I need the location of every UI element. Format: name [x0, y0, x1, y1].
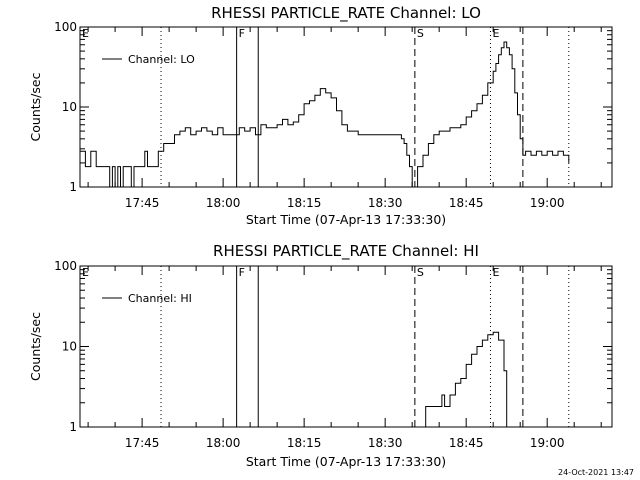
x-tick-label: 18:00: [206, 196, 241, 210]
series-line: [80, 41, 570, 188]
x-axis-label: Start Time (07-Apr-13 17:33:30): [246, 454, 446, 469]
legend-label: Channel: LO: [128, 53, 195, 66]
event-marker-label: E: [82, 27, 89, 40]
event-marker-label: F: [239, 27, 245, 40]
x-tick-label: 18:30: [368, 436, 403, 450]
x-tick-label: 18:00: [206, 436, 241, 450]
event-marker-label: E: [82, 266, 89, 279]
x-tick-label: 17:45: [125, 436, 160, 450]
x-tick-label: 19:00: [530, 436, 565, 450]
x-tick-label: 17:45: [125, 196, 160, 210]
event-marker-label: S: [417, 27, 424, 40]
plot-timestamp: 24-Oct-2021 13:47: [558, 468, 634, 477]
x-tick-label: 18:15: [287, 436, 322, 450]
chart-title: RHESSI PARTICLE_RATE Channel: LO: [211, 4, 481, 23]
y-tick-label: 1: [69, 180, 77, 194]
plot-frame: [79, 26, 613, 188]
y-tick-label: 10: [62, 100, 77, 114]
y-tick-label: 100: [54, 20, 77, 34]
event-marker-label: S: [417, 266, 424, 279]
x-tick-label: 18:45: [449, 436, 484, 450]
x-tick-label: 19:00: [530, 196, 565, 210]
y-axis-label: Counts/sec: [28, 312, 43, 381]
y-tick-label: 10: [62, 340, 77, 354]
event-marker-label: F: [239, 266, 245, 279]
series-line: [423, 331, 508, 428]
x-axis-label: Start Time (07-Apr-13 17:33:30): [246, 212, 446, 227]
chart-panel-lo: RHESSI PARTICLE_RATE Channel: LO 1 10 100 17…: [28, 4, 613, 227]
legend-label: Channel: HI: [128, 292, 192, 305]
y-tick-label: 1: [69, 420, 77, 434]
event-marker-label: E: [492, 27, 499, 40]
x-tick-label: 18:45: [449, 196, 484, 210]
chart-panel-hi: RHESSI PARTICLE_RATE Channel: HI 1 10 100 17…: [28, 242, 613, 469]
chart-title: RHESSI PARTICLE_RATE Channel: HI: [213, 242, 479, 261]
x-tick-label: 18:15: [287, 196, 322, 210]
plot-frame: [79, 265, 613, 428]
x-tick-label: 18:30: [368, 196, 403, 210]
y-axis-label: Counts/sec: [28, 72, 43, 141]
y-tick-label: 100: [54, 259, 77, 273]
event-marker-label: E: [492, 266, 499, 279]
